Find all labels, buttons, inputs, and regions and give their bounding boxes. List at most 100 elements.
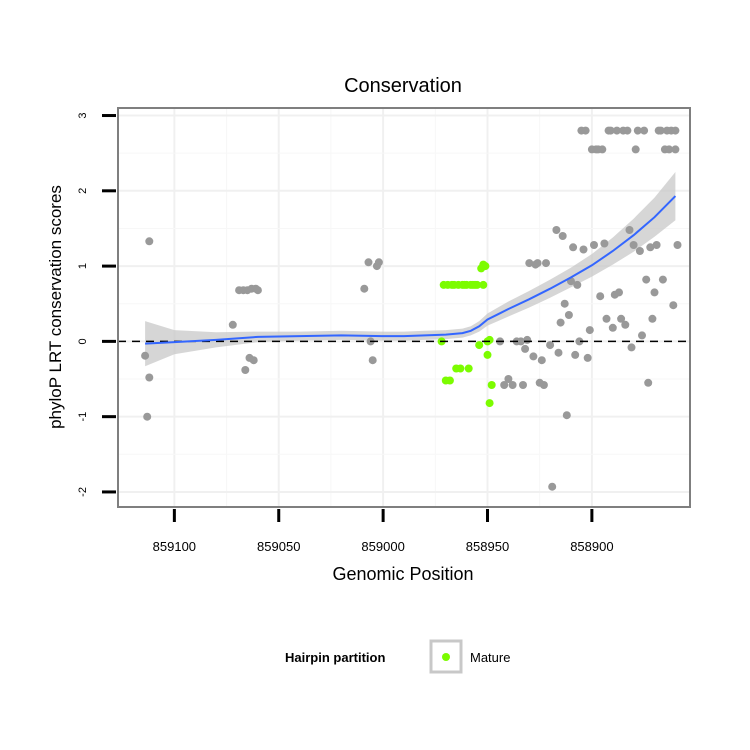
series-other (141, 126, 682, 491)
other-point (521, 344, 530, 353)
other-point (669, 301, 678, 310)
other-point (656, 126, 665, 135)
other-point (529, 352, 538, 361)
other-point (581, 126, 590, 135)
other-point (671, 145, 680, 154)
y-axis: -2 -1 0 1 2 3 (77, 112, 116, 497)
other-point (650, 288, 659, 297)
mature-point (483, 350, 492, 359)
mature-point (485, 399, 494, 408)
other-point (648, 314, 657, 323)
other-point (573, 280, 582, 289)
other-point (554, 348, 563, 357)
mature-point (485, 335, 494, 344)
other-point (652, 241, 661, 249)
other-point (360, 284, 369, 293)
legend: Hairpin partition Mature (285, 639, 510, 674)
y-tick-label: 3 (77, 112, 89, 118)
other-point (560, 299, 569, 308)
panel-background (118, 108, 690, 507)
other-point (579, 245, 588, 254)
chart-title: Conservation (344, 75, 462, 97)
other-point (558, 232, 567, 240)
other-point (556, 318, 565, 327)
other-point (564, 311, 573, 319)
x-axis: 859100 859050 859000 858950 858900 (153, 509, 614, 554)
other-point (525, 259, 534, 268)
x-axis-label: Genomic Position (332, 564, 473, 584)
other-point (523, 335, 532, 344)
legend-title: Hairpin partition (285, 650, 385, 665)
legend-label-mature: Mature (470, 650, 510, 665)
other-point (606, 126, 615, 135)
mature-point (475, 341, 484, 350)
x-tick-label: 859050 (257, 539, 300, 554)
other-point (374, 258, 383, 267)
other-point (571, 350, 580, 359)
other-point (629, 241, 638, 249)
other-point (590, 241, 598, 249)
y-tick-label: -2 (77, 487, 89, 497)
other-point (671, 126, 680, 135)
other-point (143, 412, 152, 421)
other-point (228, 320, 237, 329)
other-point (508, 381, 517, 389)
mature-point (445, 376, 454, 385)
other-point (617, 314, 626, 323)
x-tick-label: 859000 (361, 539, 404, 554)
other-point (533, 259, 542, 268)
mature-point (464, 364, 473, 373)
other-point (631, 145, 640, 154)
other-point (249, 356, 258, 365)
other-point (539, 381, 548, 389)
other-point (625, 226, 634, 234)
other-point (141, 351, 150, 360)
other-point (627, 343, 636, 352)
other-point (548, 482, 557, 491)
mature-point (456, 364, 465, 373)
other-point (646, 243, 655, 252)
x-tick-label: 859100 (153, 539, 196, 554)
x-tick-label: 858900 (570, 539, 613, 554)
series-mature (437, 260, 496, 408)
other-point (546, 341, 555, 350)
x-tick-label: 858950 (466, 539, 509, 554)
confidence-band-area (145, 172, 676, 367)
other-point (612, 126, 621, 135)
other-point (364, 258, 373, 267)
other-point (583, 353, 592, 362)
other-point (665, 145, 674, 154)
other-point (596, 292, 605, 301)
other-point (640, 126, 649, 135)
other-point (542, 259, 550, 268)
other-point (598, 145, 607, 154)
other-point (633, 126, 642, 135)
smooth-line (145, 195, 677, 345)
other-point (552, 226, 561, 234)
other-point (516, 337, 525, 346)
other-point (569, 243, 578, 252)
other-point (635, 247, 644, 255)
y-tick-label: 1 (77, 263, 89, 269)
legend-mature-marker (442, 653, 450, 661)
plot-panel (117, 107, 691, 508)
other-point (642, 275, 651, 284)
mature-point (473, 280, 482, 289)
other-point (615, 288, 623, 297)
other-point (504, 375, 513, 383)
other-point (608, 323, 617, 332)
other-point (658, 275, 667, 284)
other-point (145, 373, 154, 382)
other-point (241, 366, 250, 374)
other-point (253, 286, 262, 295)
other-point (575, 337, 584, 346)
other-point (145, 237, 154, 246)
other-point (602, 314, 611, 323)
other-point (500, 381, 509, 389)
other-point (638, 331, 646, 340)
other-point (585, 326, 594, 335)
mature-point (479, 260, 488, 269)
other-point (673, 241, 682, 249)
y-tick-label: 2 (77, 188, 89, 194)
